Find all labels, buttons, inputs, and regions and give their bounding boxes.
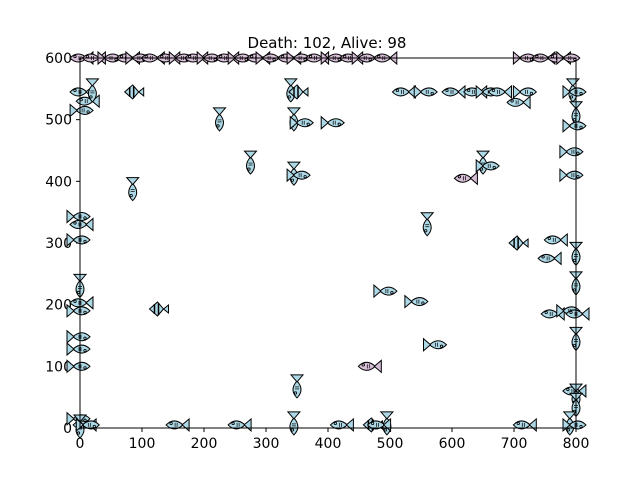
x-tick-label: 200 (191, 436, 218, 452)
fish-icon (475, 158, 500, 174)
fish-icon (562, 411, 577, 436)
fish-icon (391, 84, 416, 100)
fish-icon (562, 118, 587, 133)
fish-icon (66, 209, 91, 224)
fish-icon (289, 115, 314, 130)
fish-icon (289, 374, 305, 399)
fish-icon (286, 411, 301, 436)
fish-icon (148, 301, 169, 317)
fish-icon (69, 217, 94, 232)
fish-icon (288, 84, 309, 100)
axis-ticks: 0 100 200 300 400 500 600 700 800 0 100 200 300 400 50… (45, 51, 589, 452)
fish-icon (66, 329, 91, 344)
fish-icon (243, 150, 258, 175)
x-tick-label: 300 (253, 436, 280, 452)
y-tick-label: 400 (45, 174, 72, 190)
fish-icon (559, 144, 584, 159)
x-tick-label: 600 (439, 436, 466, 452)
fish-icon (543, 232, 568, 248)
y-tick-label: 100 (45, 359, 72, 375)
fish-icon (565, 306, 590, 322)
fish-icon (487, 84, 512, 100)
fish-icon (286, 161, 301, 186)
plot-frame (79, 57, 577, 429)
fish-icon (66, 359, 91, 374)
dead-fish-icon (357, 359, 382, 374)
fish-icon (286, 168, 311, 183)
x-tick-label: 0 (76, 436, 85, 452)
fish-icon (423, 337, 448, 352)
fish-icon (404, 294, 429, 309)
fish-icon (66, 341, 91, 357)
fish-icon (559, 168, 584, 183)
x-tick-label: 800 (563, 436, 590, 452)
fish-icon (373, 284, 398, 299)
fish-icon (441, 84, 466, 100)
fish-icon (420, 212, 435, 237)
fish-icon (69, 295, 94, 310)
dead-fish-icon (453, 171, 478, 186)
y-tick-label: 500 (45, 113, 72, 129)
x-tick-label: 100 (129, 436, 156, 452)
fish-icon (512, 84, 538, 100)
fish-icon (212, 107, 227, 132)
fish-icon (123, 84, 145, 100)
x-tick-label: 400 (315, 436, 342, 452)
fish-icon (506, 95, 531, 110)
plot-title: Death: 102, Alive: 98 (248, 34, 407, 52)
fish-icon (85, 78, 100, 103)
x-tick-label: 500 (377, 436, 404, 452)
fish-icon (320, 115, 345, 130)
fish-icon (562, 84, 587, 100)
y-tick-label: 300 (45, 236, 72, 252)
fish-icon (125, 177, 140, 202)
y-tick-label: 0 (63, 421, 72, 437)
fish-icon (537, 251, 562, 266)
fish-icon (66, 232, 91, 248)
fish-icon (66, 303, 91, 318)
y-tick-label: 200 (45, 298, 72, 314)
y-tick-label: 600 (45, 51, 72, 67)
x-tick-label: 700 (501, 436, 528, 452)
fish-icon (413, 84, 438, 100)
fish-icon (508, 235, 529, 251)
